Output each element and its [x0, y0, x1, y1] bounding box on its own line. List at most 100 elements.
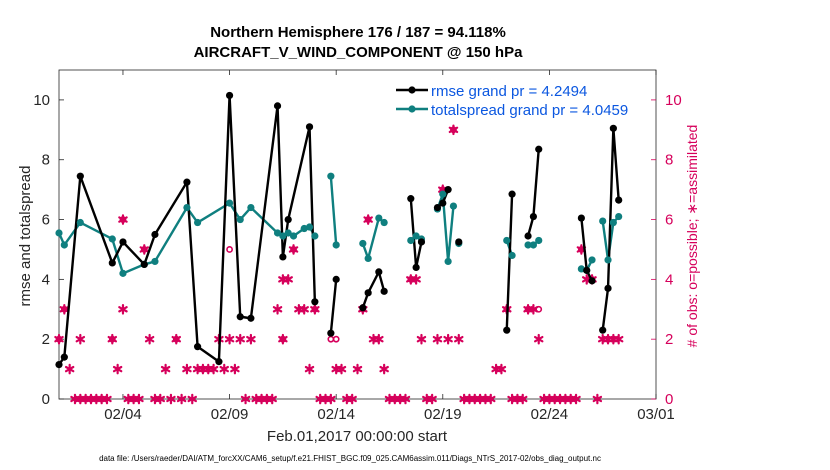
obs-assimilated-marker [496, 363, 507, 375]
obs-assimilated-marker [304, 363, 315, 375]
spread-point [524, 241, 532, 249]
rmse-point [583, 266, 591, 274]
obs-assimilated-marker [486, 393, 496, 405]
rmse-point [439, 199, 447, 207]
rmse-point [588, 277, 596, 285]
spread-point [364, 254, 372, 263]
rmse-point [508, 190, 516, 198]
spread-point [55, 229, 63, 237]
obs-assimilated-marker [427, 393, 437, 405]
obs-assimilated-marker [326, 393, 336, 405]
obs-assimilated-marker [155, 393, 166, 405]
spread-point [183, 203, 191, 212]
obs-assimilated-marker [230, 363, 240, 375]
spread-point [327, 172, 335, 180]
obs-assimilated-stroke [139, 246, 150, 253]
spread-point [108, 235, 116, 243]
x-axis-label: Feb.01,2017 00:00:00 start [267, 428, 448, 445]
y2-tick-label: 8 [665, 152, 673, 169]
rmse-point [247, 314, 255, 322]
rmse-point [577, 214, 585, 222]
spread-point [609, 218, 617, 227]
y2-axis-label: # of obs: o=possible; ∗=assimilated [684, 125, 700, 348]
obs-assimilated-marker [379, 363, 389, 375]
obs-assimilated-marker [347, 393, 357, 405]
data-file-footer: data file: /Users/raeder/DAI/ATM_forcXX/… [99, 454, 601, 463]
rmse-point [332, 275, 340, 283]
rmse-point [412, 263, 420, 271]
spread-point [279, 232, 287, 240]
obs-assimilated-stroke [310, 306, 320, 313]
spread-point [444, 257, 452, 266]
obs-assimilated-stroke [443, 335, 453, 343]
rmse-point [279, 253, 287, 261]
x-tick-label: 02/09 [211, 406, 249, 423]
obs-assimilated-stroke [187, 395, 197, 403]
obs-assimilated-stroke [400, 395, 411, 403]
spread-point [119, 269, 127, 277]
obs-assimilated-stroke [448, 126, 459, 134]
rmse-point [215, 358, 223, 366]
rmse-point [599, 326, 607, 334]
y-tick-label: 2 [42, 331, 50, 348]
y-tick-label: 0 [42, 391, 50, 408]
spread-point [284, 229, 292, 237]
obs-assimilated-stroke [160, 365, 171, 373]
obs-assimilated-marker [134, 393, 144, 405]
obs-assimilated-marker [411, 274, 421, 285]
obs-assimilated-marker [278, 333, 288, 345]
obs-assimilated-stroke [288, 246, 299, 253]
obs-assimilated-marker [443, 333, 453, 345]
obs-assimilated-marker [432, 333, 443, 345]
obs-assimilated-marker [160, 363, 171, 375]
obs-assimilated-stroke [336, 365, 347, 373]
obs-assimilated-marker [363, 214, 373, 225]
obs-assimilated-stroke [299, 306, 309, 313]
rmse-point [529, 212, 538, 221]
obs-assimilated-stroke [171, 335, 182, 343]
rmse-point [359, 304, 367, 312]
obs-assimilated-stroke [240, 395, 251, 403]
rmse-point [284, 215, 292, 224]
obs-assimilated-marker [299, 303, 309, 315]
rmse-point [364, 289, 372, 297]
obs-assimilated-stroke [416, 335, 427, 343]
obs-assimilated-stroke [230, 365, 240, 373]
series-points [55, 91, 623, 369]
spread-point [535, 236, 543, 245]
spread-point [305, 223, 314, 231]
obs-assimilated-stroke [118, 306, 128, 313]
obs-assimilated-marker [374, 333, 384, 345]
obs-possible-marker [226, 246, 233, 253]
x-tick-label: 02/19 [424, 406, 462, 423]
obs-assimilated-marker [240, 393, 251, 405]
obs-assimilated-marker [219, 363, 229, 375]
rmse-point [76, 172, 84, 180]
obs-assimilated-marker [400, 393, 411, 405]
rmse-point [108, 259, 116, 267]
rmse-point [609, 124, 617, 132]
obs-assimilated-stroke [75, 335, 86, 343]
obs-assimilated-marker [54, 333, 64, 345]
rmse-point [444, 186, 452, 194]
obs-assimilated-stroke [486, 395, 496, 403]
obs-assimilated-stroke [352, 365, 363, 373]
obs-assimilated-stroke [54, 335, 64, 343]
obs-assimilated-stroke [208, 365, 219, 373]
obs-assimilated-marker [144, 333, 155, 345]
obs-assimilated-marker [139, 244, 150, 255]
x-tick-label: 02/14 [317, 406, 355, 423]
obs-assimilated-marker [75, 333, 86, 345]
rmse-point [417, 238, 426, 246]
obs-assimilated-marker [166, 393, 176, 405]
spread-point [449, 202, 458, 210]
obs-assimilated-marker [283, 274, 293, 285]
rmse-point [503, 326, 511, 334]
legend-rmse-label: rmse grand pr = 4.2494 [431, 83, 587, 100]
rmse-point [407, 195, 415, 203]
obs-assimilated-stroke [235, 335, 245, 343]
obs-assimilated-marker [59, 303, 70, 315]
rmse-point [119, 238, 127, 246]
spread-point [332, 241, 340, 249]
obs-assimilated-marker [235, 333, 245, 345]
